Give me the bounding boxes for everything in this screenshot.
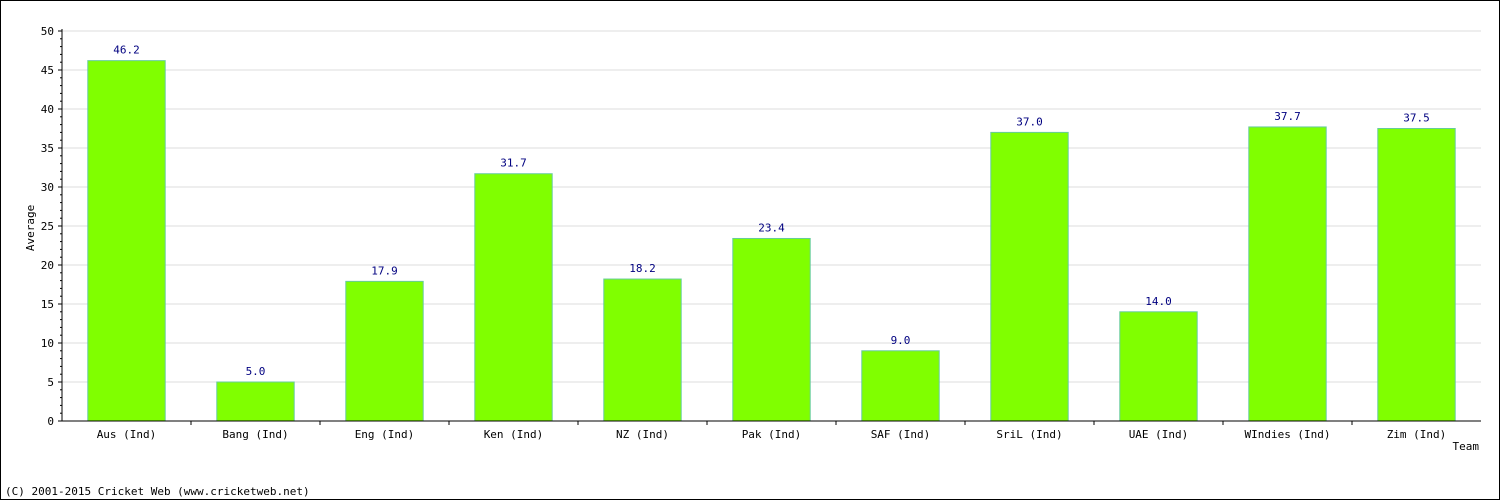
data-label: 37.7 [1274, 110, 1301, 123]
y-tick-label: 45 [41, 64, 54, 77]
bar [990, 131, 1069, 422]
bar [603, 278, 682, 422]
x-tick-label: UAE (Ind) [1129, 428, 1189, 441]
axes [58, 29, 1481, 425]
data-label: 31.7 [500, 157, 527, 170]
x-axis-title: Team [1453, 440, 1480, 453]
x-tick-label: SriL (Ind) [996, 428, 1062, 441]
bar [87, 60, 166, 422]
x-tick-label: NZ (Ind) [616, 428, 669, 441]
data-label: 5.0 [246, 365, 266, 378]
y-axis-title: Average [24, 205, 37, 251]
bar [1248, 126, 1327, 422]
labels: 0 5 10 15 20 25 30 35 40 45 50 46.2 Aus (Ind) 5.0 Bang… [41, 25, 1447, 441]
data-label: 37.0 [1016, 115, 1043, 128]
bar [861, 350, 940, 422]
data-label: 14.0 [1145, 295, 1172, 308]
x-tick-label: WIndies (Ind) [1244, 428, 1330, 441]
x-tick-label: Pak (Ind) [742, 428, 802, 441]
data-label: 9.0 [891, 334, 911, 347]
y-tick-label: 25 [41, 220, 54, 233]
bars [87, 60, 1456, 422]
data-label: 17.9 [371, 264, 398, 277]
y-tick-label: 0 [47, 415, 54, 428]
data-label: 23.4 [758, 221, 785, 234]
x-tick-label: Zim (Ind) [1387, 428, 1447, 441]
y-tick-label: 20 [41, 259, 54, 272]
x-tick-label: Eng (Ind) [355, 428, 415, 441]
y-tick-label: 30 [41, 181, 54, 194]
data-label: 46.2 [113, 44, 140, 57]
y-tick-label: 10 [41, 337, 54, 350]
x-tick-label: Bang (Ind) [222, 428, 288, 441]
data-label: 37.5 [1403, 112, 1430, 125]
y-tick-label: 50 [41, 25, 54, 38]
x-tick-label: SAF (Ind) [871, 428, 931, 441]
grid-lines [62, 30, 1481, 383]
bar [1377, 128, 1456, 422]
x-tick-label: Aus (Ind) [97, 428, 157, 441]
y-tick-label: 15 [41, 298, 54, 311]
data-label: 18.2 [629, 262, 656, 275]
y-tick-label: 5 [47, 376, 54, 389]
y-tick-label: 40 [41, 103, 54, 116]
bar [732, 237, 811, 422]
bar [1119, 311, 1198, 422]
bar [474, 173, 553, 422]
bar [216, 381, 295, 422]
y-tick-label: 35 [41, 142, 54, 155]
bar [345, 280, 424, 422]
footer-credit: (C) 2001-2015 Cricket Web (www.cricketwe… [5, 485, 310, 498]
x-tick-label: Ken (Ind) [484, 428, 544, 441]
